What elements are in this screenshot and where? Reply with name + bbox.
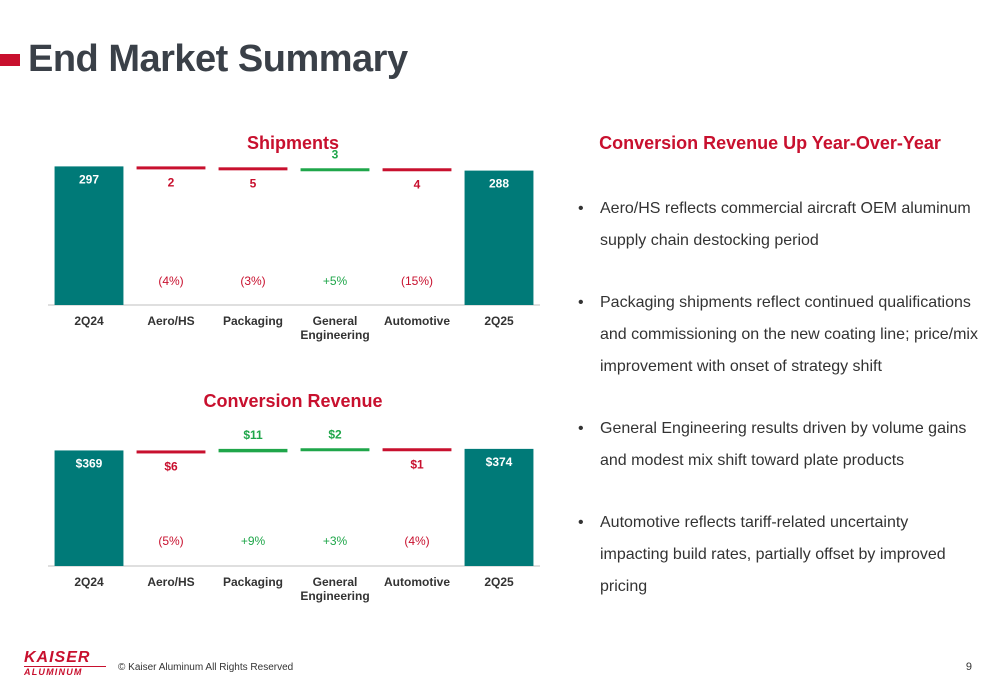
- value-label-4: 4: [414, 177, 421, 191]
- category-label-2: Packaging: [223, 575, 283, 589]
- summary-bullets: Aero/HS reflects commercial aircraft OEM…: [578, 193, 978, 633]
- shipments-chart-title: Shipments: [246, 133, 339, 153]
- value-label-5: 288: [489, 177, 509, 191]
- value-label-4: $1: [410, 457, 424, 471]
- value-label-3: $2: [328, 427, 342, 441]
- pct-label-4: (4%): [404, 534, 429, 548]
- revenue-chart-title: Conversion Revenue: [203, 391, 383, 411]
- page-number: 9: [965, 661, 972, 673]
- title-accent-bar: [0, 54, 20, 66]
- bullet-automotive: Automotive reflects tariff-related uncer…: [578, 507, 978, 603]
- bar-0: [54, 450, 124, 566]
- kaiser-logo: KAISER ALUMINUM: [24, 650, 106, 677]
- page-title: End Market Summary: [28, 38, 408, 80]
- pct-label-3: +3%: [323, 534, 348, 548]
- pct-label-2: +9%: [241, 534, 266, 548]
- category-label-2: Packaging: [223, 314, 283, 328]
- category-label-5: 2Q25: [484, 575, 514, 589]
- bar-1: [136, 450, 206, 454]
- bar-4: [382, 448, 452, 452]
- value-label-0: 297: [79, 172, 99, 186]
- pct-label-3: +5%: [323, 274, 348, 288]
- bullet-general-engineering: General Engineering results driven by vo…: [578, 413, 978, 477]
- bar-5: [464, 448, 534, 566]
- bar-2: [218, 448, 288, 453]
- pct-label-1: (4%): [158, 274, 183, 288]
- value-label-1: 2: [168, 175, 175, 189]
- category-label-5: 2Q25: [484, 314, 514, 328]
- category-label-3: General: [313, 575, 358, 589]
- value-label-0: $369: [76, 456, 103, 470]
- category-label-4: Automotive: [384, 314, 450, 328]
- pct-label-2: (3%): [240, 274, 265, 288]
- bar-1: [136, 166, 206, 170]
- summary-title: Conversion Revenue Up Year-Over-Year: [599, 133, 941, 153]
- category-label-0: 2Q24: [74, 314, 104, 328]
- category-label-4: Automotive: [384, 575, 450, 589]
- value-label-2: $11: [243, 428, 263, 442]
- category-label-3: General: [313, 314, 358, 328]
- category-label-1: Aero/HS: [147, 575, 194, 589]
- bullet-packaging: Packaging shipments reflect continued qu…: [578, 287, 978, 383]
- pct-label-1: (5%): [158, 534, 183, 548]
- value-label-3: 3: [332, 147, 339, 161]
- bar-0: [54, 166, 124, 305]
- value-label-5: $374: [486, 455, 513, 469]
- bar-5: [464, 170, 534, 305]
- bullet-aero: Aero/HS reflects commercial aircraft OEM…: [578, 193, 978, 257]
- bar-3: [300, 448, 370, 452]
- pct-label-4: (15%): [401, 274, 433, 288]
- copyright: © Kaiser Aluminum All Rights Reserved: [118, 662, 294, 673]
- category-label-0: 2Q24: [74, 575, 104, 589]
- bar-4: [382, 168, 452, 172]
- value-label-2: 5: [250, 176, 257, 190]
- category-label-1: Aero/HS: [147, 314, 194, 328]
- bar-2: [218, 167, 288, 171]
- logo-top-text: KAISER: [24, 649, 91, 666]
- category-label-3-line2: Engineering: [300, 589, 369, 603]
- bar-3: [300, 168, 370, 172]
- category-label-3-line2: Engineering: [300, 328, 369, 342]
- value-label-1: $6: [164, 459, 178, 473]
- logo-bottom-text: ALUMINUM: [24, 666, 106, 677]
